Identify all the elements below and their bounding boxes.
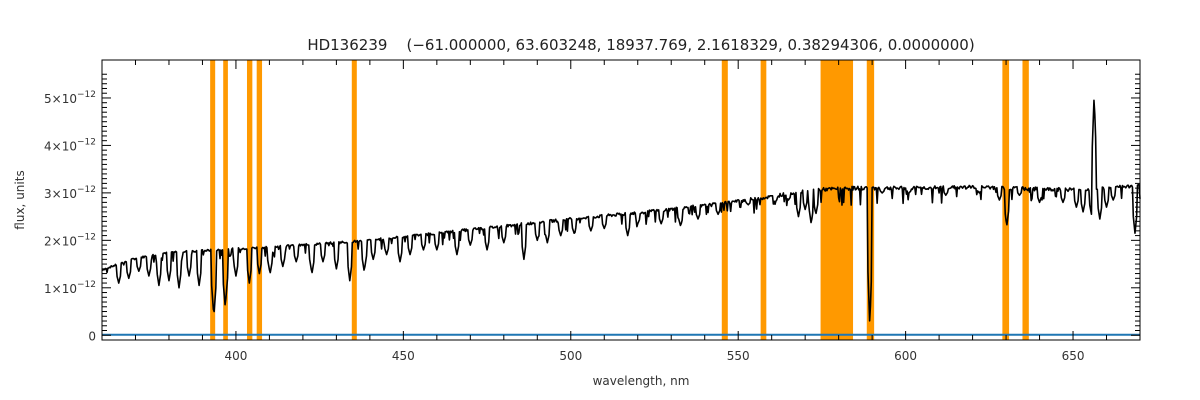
x-tick-label: 400 bbox=[224, 349, 247, 363]
x-tick-label: 500 bbox=[559, 349, 582, 363]
masked-region bbox=[256, 60, 263, 340]
x-axis-title: wavelength, nm bbox=[593, 374, 690, 388]
masked-regions bbox=[210, 60, 1029, 340]
y-tick-label: 3×10−12 bbox=[44, 185, 96, 201]
y-axis-title: flux, units bbox=[13, 170, 27, 229]
masked-region bbox=[210, 60, 216, 340]
masked-region bbox=[351, 60, 357, 340]
y-tick-label: 4×10−12 bbox=[44, 137, 96, 153]
masked-region bbox=[760, 60, 767, 340]
masked-region bbox=[223, 60, 228, 340]
chart-title: HD136239 (−61.000000, 63.603248, 18937.7… bbox=[307, 36, 974, 54]
y-tick-label: 5×10−12 bbox=[44, 90, 96, 106]
masked-region bbox=[246, 60, 253, 340]
x-tick-label: 650 bbox=[1062, 349, 1085, 363]
x-tick-label: 450 bbox=[392, 349, 415, 363]
masked-region bbox=[1002, 60, 1010, 340]
axis-ticks bbox=[101, 60, 1141, 340]
masked-region bbox=[866, 60, 875, 340]
x-tick-label: 600 bbox=[894, 349, 917, 363]
masked-region bbox=[1022, 60, 1029, 340]
masked-region bbox=[820, 60, 854, 340]
spectrum-line bbox=[101, 99, 1141, 322]
masked-region bbox=[721, 60, 728, 340]
x-tick-label: 550 bbox=[727, 349, 750, 363]
spectrum-series bbox=[101, 99, 1141, 322]
y-tick-label: 2×10−12 bbox=[44, 232, 96, 248]
tick-labels: 400 450 500 550 600 650 0 1×10−12 2×10−12 3×10−12… bbox=[44, 90, 1084, 363]
y-tick-label: 0 bbox=[88, 329, 96, 343]
plot-frame bbox=[101, 59, 1141, 341]
y-tick-label: 1×10−12 bbox=[44, 280, 96, 296]
